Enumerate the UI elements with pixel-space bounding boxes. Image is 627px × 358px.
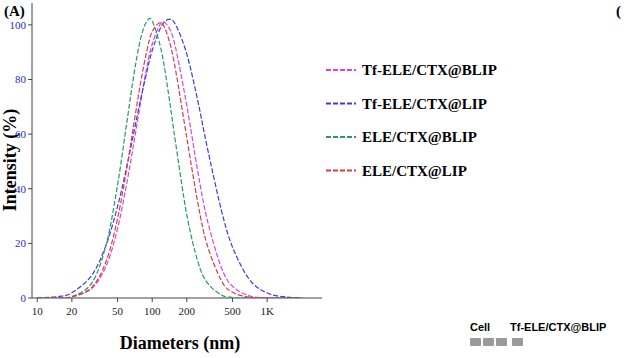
gel-band [483, 338, 494, 346]
series-line [37, 19, 302, 298]
y-tick [28, 134, 32, 135]
x-tick-label: 200 [179, 305, 196, 317]
legend-swatch [326, 103, 356, 105]
series-line [37, 23, 302, 298]
y-tick-label: 20 [15, 237, 27, 249]
legend-swatch [326, 136, 356, 138]
x-tick [232, 298, 233, 302]
x-tick-label: 10 [32, 305, 44, 317]
gel-band [512, 338, 523, 346]
x-tick [267, 298, 268, 302]
x-tick [117, 298, 118, 302]
x-tick-label: 20 [66, 305, 78, 317]
gel-band [470, 338, 481, 346]
legend-label: ELE/CTX@BLIP [362, 129, 477, 145]
x-axis-label: Diameters (nm) [120, 333, 240, 354]
annotation: (A) [4, 3, 25, 20]
legend-label: Tf-ELE/CTX@LIP [362, 96, 487, 112]
y-tick-label: 0 [21, 292, 27, 304]
plot-area [37, 18, 302, 298]
x-tick-label: 50 [112, 305, 124, 317]
legend-swatch [326, 69, 356, 71]
chart: 0204060801001020501002005001KDiameters (… [0, 0, 627, 358]
y-axis-line [32, 3, 33, 298]
y-axis-label: Intensity (%) [0, 109, 21, 212]
x-tick-label: 1K [260, 305, 274, 317]
x-tick [71, 298, 72, 302]
x-tick [37, 298, 38, 302]
y-tick [28, 24, 32, 25]
x-tick [152, 298, 153, 302]
legend-label: Tf-ELE/CTX@BLIP [362, 62, 497, 78]
annotation: ( [616, 3, 621, 20]
annotation: Cell [470, 321, 490, 333]
x-tick-label: 100 [144, 305, 161, 317]
x-tick [186, 298, 187, 302]
y-tick [28, 298, 32, 299]
y-tick-label: 100 [10, 19, 27, 31]
annotation: Tf-ELE/CTX@BLIP [510, 321, 606, 333]
series-line [37, 22, 302, 298]
legend-label: ELE/CTX@LIP [362, 163, 467, 179]
series-line [37, 18, 302, 298]
legend-swatch [326, 170, 356, 172]
x-tick-label: 500 [224, 305, 241, 317]
y-tick [28, 243, 32, 244]
gel-band [496, 338, 507, 346]
y-tick-label: 80 [15, 73, 27, 85]
y-tick [28, 188, 32, 189]
y-tick [28, 79, 32, 80]
